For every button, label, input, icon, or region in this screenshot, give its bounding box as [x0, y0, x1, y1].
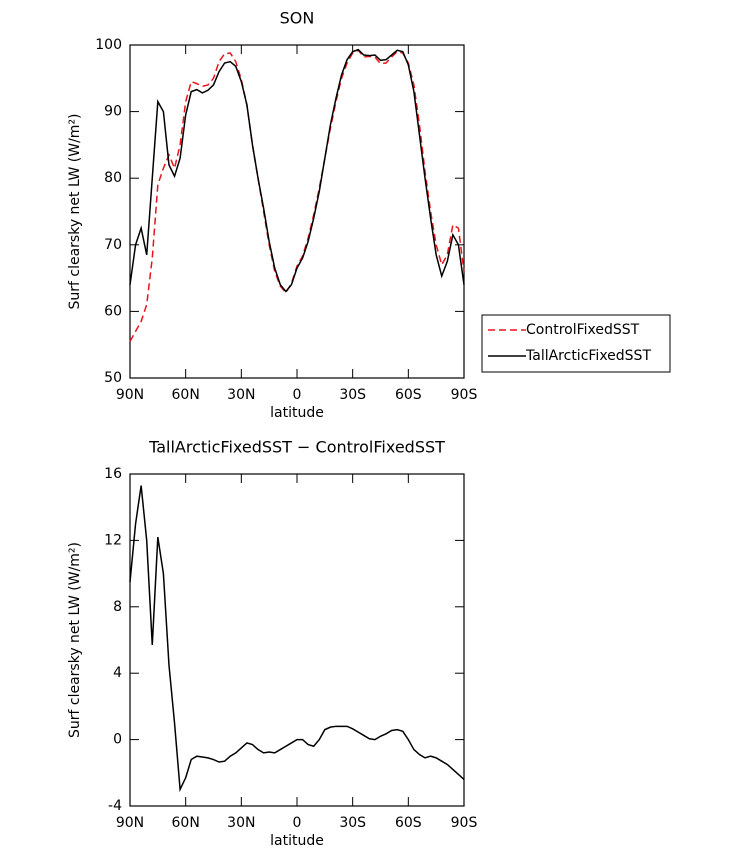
x-tick-label: 60N [172, 387, 200, 403]
y-tick-label: 0 [113, 732, 122, 748]
x-tick-label: 60S [395, 387, 422, 403]
y-tick-label: 80 [104, 170, 122, 186]
x-tick-label: 60N [172, 815, 200, 831]
x-tick-label: 90S [451, 387, 478, 403]
x-tick-label: 30S [339, 387, 366, 403]
x-tick-label: 0 [293, 815, 302, 831]
y-tick-label: 90 [104, 104, 122, 120]
data-line [129, 48, 465, 293]
data-line [129, 485, 465, 793]
x-tick-label: 90N [116, 815, 144, 831]
x-tick-label: 90N [116, 387, 144, 403]
x-tick-label: 30N [227, 387, 255, 403]
chart-title: TallArcticFixedSST − ControlFixedSST [148, 438, 445, 457]
x-tick-label: 0 [293, 387, 302, 403]
x-tick-label: 60S [395, 815, 422, 831]
legend-label: ControlFixedSST [526, 322, 640, 338]
y-tick-label: 70 [104, 237, 122, 253]
chart-title: SON [280, 9, 315, 28]
y-tick-label: 4 [113, 665, 122, 681]
y-tick-label: 12 [104, 532, 122, 548]
y-tick-label: 50 [104, 370, 122, 386]
y-tick-label: 16 [104, 466, 122, 482]
plot-frame [129, 473, 465, 807]
legend-label: TallArcticFixedSST [525, 348, 651, 364]
x-tick-label: 30S [339, 815, 366, 831]
x-tick-label: 90S [451, 815, 478, 831]
y-tick-label: -4 [108, 798, 122, 814]
y-axis-label: Surf clearsky net LW (W/m²) [67, 113, 83, 309]
legend-box [481, 314, 671, 373]
y-tick-label: 100 [95, 37, 122, 53]
x-axis-label: latitude [270, 405, 324, 421]
y-tick-label: 8 [113, 599, 122, 615]
data-line [129, 49, 465, 342]
x-tick-label: 30N [227, 815, 255, 831]
x-axis-label: latitude [270, 833, 324, 849]
y-axis-label: Surf clearsky net LW (W/m²) [67, 542, 83, 738]
y-tick-label: 60 [104, 303, 122, 319]
